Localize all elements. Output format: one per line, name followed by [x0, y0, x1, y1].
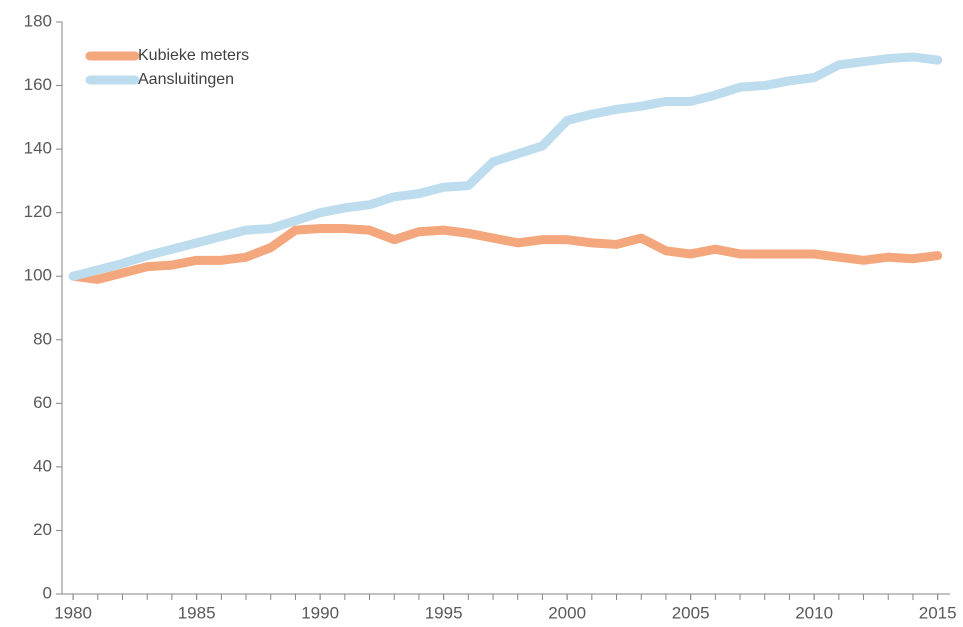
y-tick-label: 60	[33, 393, 52, 412]
y-tick-label: 40	[33, 456, 52, 475]
y-tick-label: 160	[24, 75, 52, 94]
x-tick-label: 2015	[919, 603, 957, 622]
x-tick-label: 2005	[672, 603, 710, 622]
series-line	[68, 52, 943, 281]
y-tick-label: 0	[43, 583, 52, 602]
x-tick-label: 1985	[178, 603, 216, 622]
y-tick-label: 80	[33, 329, 52, 348]
y-tick-label: 100	[24, 266, 52, 285]
x-tick-label: 1990	[301, 603, 339, 622]
x-tick-label: 2010	[795, 603, 833, 622]
y-tick-label: 140	[24, 139, 52, 158]
legend-label: Aansluitingen	[138, 71, 234, 88]
y-tick-label: 120	[24, 202, 52, 221]
x-tick-label: 1995	[425, 603, 463, 622]
series-line	[68, 224, 943, 284]
x-tick-label: 2000	[548, 603, 586, 622]
y-tick-label: 180	[24, 11, 52, 30]
y-tick-label: 20	[33, 520, 52, 539]
legend-label: Kubieke meters	[138, 47, 249, 64]
x-tick-label: 1980	[54, 603, 92, 622]
